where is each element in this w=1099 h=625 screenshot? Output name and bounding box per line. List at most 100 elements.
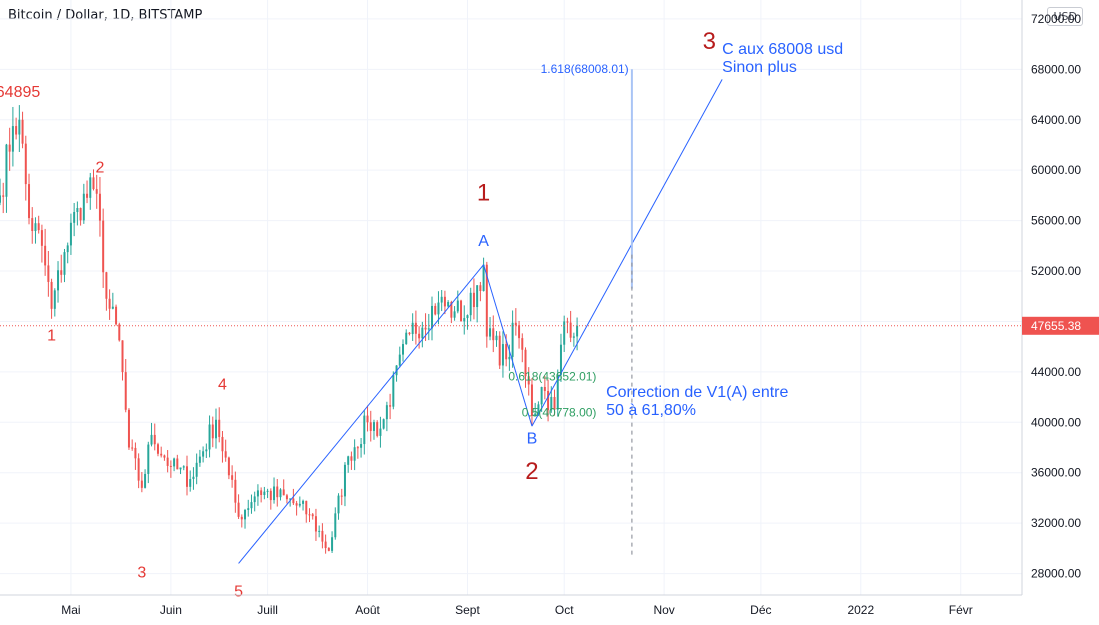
candle-body	[331, 537, 334, 551]
candle-body	[302, 500, 305, 504]
candle-body	[518, 325, 521, 339]
x-tick-label: 2022	[847, 603, 874, 617]
wave-labels: X 64895 1 2 3 4 5 1 2 3 A B	[0, 28, 716, 600]
y-tick-label: 56000.00	[1031, 214, 1081, 228]
candle-body	[250, 502, 253, 509]
candle-body	[66, 245, 69, 253]
candle-body	[356, 447, 359, 449]
candle-body	[405, 332, 408, 345]
candle-body	[73, 212, 76, 223]
candle-body	[492, 328, 495, 341]
candle-body	[524, 349, 527, 377]
candle-body	[179, 467, 182, 470]
candle-body	[182, 466, 185, 468]
candle-body	[379, 428, 382, 436]
candle-body	[472, 292, 475, 308]
x-axis[interactable]: Mai Juin Juill Août Sept Oct Nov Déc 2022 Févr	[0, 594, 1022, 617]
candle-body	[118, 324, 121, 341]
x-tick-label: Févr	[949, 603, 973, 617]
candle-body	[124, 372, 127, 410]
candle-body	[79, 207, 82, 221]
grid	[0, 0, 1022, 595]
candle-body	[173, 458, 176, 467]
candle-body	[237, 502, 240, 517]
candle-body	[121, 340, 124, 373]
candle-body	[434, 305, 437, 315]
candle-body	[89, 177, 92, 198]
candle-body	[353, 447, 356, 461]
candle-body	[137, 458, 140, 481]
candle-body	[372, 422, 375, 431]
trend-line	[238, 264, 484, 564]
annotation-text: Correction de V1(A) entre	[606, 384, 788, 401]
y-tick-label: 64000.00	[1031, 113, 1081, 127]
candle-body	[421, 327, 424, 339]
candle-body	[343, 464, 346, 497]
candle-body	[292, 498, 295, 504]
candle-body	[24, 143, 27, 185]
annotation-text-line2: Sinon plus	[722, 59, 797, 76]
candle-body	[350, 456, 353, 461]
candle-body	[456, 300, 459, 312]
trend-line	[483, 264, 533, 427]
candle-body	[269, 490, 272, 501]
y-tick-label: 40000.00	[1031, 415, 1081, 429]
y-tick-label: 32000.00	[1031, 516, 1081, 530]
fibonacci-levels: 1.618(68008.01) 0.618(43652.01) 0.5(40778.…	[508, 62, 633, 559]
candle-body	[540, 387, 543, 405]
candle-body	[5, 144, 8, 197]
candle-body	[418, 333, 421, 339]
trend-lines	[238, 79, 723, 564]
candle-body	[50, 281, 53, 309]
candle-body	[221, 436, 224, 452]
fib-level-label: 0.618(43652.01)	[508, 369, 596, 383]
candle-body	[205, 449, 208, 452]
candle-body	[424, 327, 427, 330]
candle-body	[8, 144, 11, 152]
candle-body	[298, 503, 301, 506]
currency-badge[interactable]: USD	[1047, 7, 1083, 26]
wave-label: 2	[525, 458, 538, 485]
y-axis[interactable]: 28000.00 32000.00 36000.00 40000.00 44000.00…	[1021, 0, 1099, 595]
y-tick-label: 60000.00	[1031, 163, 1081, 177]
candle-body	[169, 465, 172, 467]
candle-body	[469, 292, 472, 316]
x-tick-label: Août	[355, 603, 380, 617]
y-tick-label: 28000.00	[1031, 567, 1081, 581]
candle-body	[431, 305, 434, 329]
candles	[0, 105, 1022, 554]
candle-body	[569, 322, 572, 338]
candle-body	[44, 245, 47, 266]
candle-body	[411, 322, 414, 335]
candle-body	[102, 220, 105, 273]
candle-body	[324, 541, 327, 549]
candle-body	[382, 419, 385, 429]
candle-body	[534, 413, 537, 416]
candle-body	[224, 451, 227, 458]
candle-body	[450, 302, 453, 318]
candle-body	[295, 503, 298, 506]
candle-body	[18, 119, 21, 135]
annotation-text-line2: 50 à 61,80%	[606, 402, 696, 419]
candle-body	[321, 530, 324, 542]
candle-body	[385, 405, 388, 420]
candle-body	[550, 396, 553, 411]
candle-body	[414, 322, 417, 334]
candle-body	[485, 264, 488, 337]
candle-body	[489, 328, 492, 337]
candle-body	[401, 344, 404, 355]
candle-body	[140, 480, 143, 488]
candle-body	[505, 344, 508, 360]
wave-label: 1	[47, 327, 56, 344]
candle-body	[305, 500, 308, 515]
wave-label: 5	[234, 583, 243, 600]
candle-body	[347, 456, 350, 465]
candle-body	[144, 473, 147, 488]
candle-body	[447, 302, 450, 307]
x-tick-label: Juin	[160, 603, 182, 617]
candle-body	[202, 451, 205, 457]
candle-body	[192, 476, 195, 480]
x-tick-label: Mai	[61, 603, 80, 617]
candle-body	[134, 447, 137, 459]
